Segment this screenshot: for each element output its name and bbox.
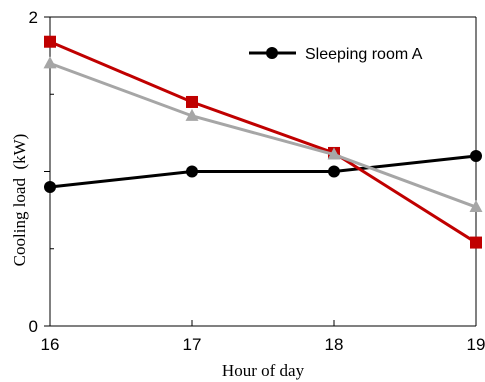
x-tick-label-0: 16	[41, 335, 60, 354]
series-2-point-0	[43, 56, 57, 69]
ticks	[44, 16, 477, 327]
series-layer	[43, 35, 483, 249]
legend-label: Sleeping room A	[305, 46, 423, 63]
series-1-point-1	[186, 95, 198, 108]
series-1	[44, 35, 482, 249]
series-0-point-0	[44, 180, 56, 193]
y-axis-title: Cooling load (kW)	[10, 134, 29, 267]
x-tick-label-2: 18	[325, 335, 344, 354]
tick-labels: 0 2 16 17 18 19	[29, 8, 485, 354]
y-tick-label-0: 0	[29, 317, 38, 336]
legend-marker-circle	[266, 47, 278, 59]
series-2-point-1	[185, 108, 199, 121]
series-0-point-3	[470, 150, 482, 163]
series-0-line	[49, 154, 477, 189]
y-tick-label-2: 2	[29, 8, 38, 27]
x-axis-title: Hour of day	[222, 361, 305, 380]
series-2-point-3	[469, 200, 483, 213]
series-1-line	[49, 40, 477, 244]
series-0	[44, 150, 482, 193]
series-2-point-2	[327, 147, 341, 160]
series-1-point-0	[44, 35, 56, 48]
series-0-point-1	[186, 165, 198, 178]
x-tick-label-1: 17	[183, 335, 202, 354]
series-1-point-3	[470, 236, 482, 249]
series-2	[43, 56, 483, 213]
x-tick-label-3: 19	[467, 335, 485, 354]
legend: Sleeping room A	[249, 46, 423, 63]
series-0-point-2	[328, 165, 340, 178]
series-2-line	[49, 61, 477, 209]
